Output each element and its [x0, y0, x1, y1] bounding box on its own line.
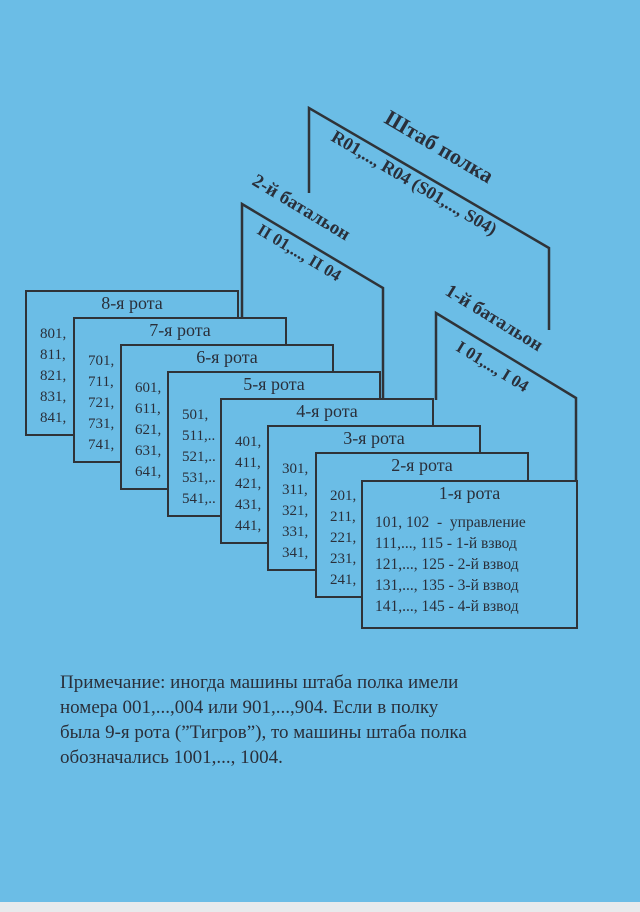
row: 721,: [88, 395, 115, 411]
row: 641,: [135, 464, 162, 480]
row: 811,: [40, 347, 66, 363]
row: 821,: [40, 368, 67, 384]
company-title: 6-я рота: [196, 347, 258, 367]
regiment-hq-outline: [307, 105, 551, 330]
row: 701,: [88, 353, 115, 369]
row: 301,: [282, 461, 309, 477]
company-numbers: 701, 711, 721, 731, 741,: [88, 351, 114, 456]
row: 711,: [88, 374, 114, 390]
row: 521,..: [182, 449, 216, 465]
company-title: 7-я рота: [149, 320, 211, 340]
row: 341,: [282, 545, 309, 561]
footnote-line: обозначались 1001,..., 1004.: [60, 747, 283, 768]
row: 831,: [40, 389, 67, 405]
regiment-hq-frame: Штаб полка R01,..., R04 (S01,..., S04): [307, 105, 551, 330]
company-numbers: 301, 311, 321, 331, 341,: [282, 459, 308, 564]
footnote-line: Примечание: иногда машины штаба полка им…: [60, 672, 459, 693]
company-title: 8-я рота: [101, 293, 163, 313]
row: 631,: [135, 443, 162, 459]
row: 401,: [235, 434, 262, 450]
row: 111,..., 115 - 1-й взвод: [375, 535, 517, 552]
row: 541,..: [182, 491, 216, 507]
row: 731,: [88, 416, 115, 432]
row: 141,..., 145 - 4-й взвод: [375, 598, 519, 615]
row: 411,: [235, 455, 261, 471]
company-title: 1-я рота: [438, 483, 501, 503]
row: 221,: [330, 530, 357, 546]
company-title: 5-я рота: [243, 374, 305, 394]
company-title: 2-я рота: [391, 455, 453, 475]
company-numbers: 401, 411, 421, 431, 441,: [235, 432, 261, 537]
row: 311,: [282, 482, 308, 498]
row: 131,..., 135 - 3-й взвод: [375, 577, 519, 594]
company-numbers: 501, 511,.. 521,.. 531,.. 541,..: [182, 405, 216, 510]
row: 231,: [330, 551, 357, 567]
battalion-1-outline: [434, 310, 578, 482]
footnote-line: номера 001,...,004 или 901,...,904. Если…: [60, 697, 439, 718]
row: 611,: [135, 401, 161, 417]
company-title: 3-я рота: [343, 428, 405, 448]
row: 321,: [282, 503, 309, 519]
row: 101, 102 - управление: [375, 514, 526, 531]
row: 501,: [182, 407, 209, 423]
company-numbers: 101, 102 - управление 111,..., 115 - 1-й …: [375, 512, 526, 617]
row: 201,: [330, 488, 357, 504]
company-numbers: 601, 611, 621, 631, 641,: [135, 378, 161, 483]
row: 511,..: [182, 428, 216, 444]
company-1-box: 1-я рота 101, 102 - управление 111,..., 1…: [361, 480, 578, 629]
row: 601,: [135, 380, 162, 396]
row: 331,: [282, 524, 309, 540]
row: 741,: [88, 437, 115, 453]
row: 431,: [235, 497, 262, 513]
company-numbers: 201, 211, 221, 231, 241,: [330, 486, 356, 591]
row: 121,..., 125 - 2-й взвод: [375, 556, 519, 573]
row: 621,: [135, 422, 162, 438]
row: 841,: [40, 410, 67, 426]
battalion-2-outline: [240, 201, 385, 400]
scan-edge: [0, 902, 640, 912]
row: 441,: [235, 518, 262, 534]
row: 241,: [330, 572, 357, 588]
row: 211,: [330, 509, 356, 525]
row: 421,: [235, 476, 262, 492]
company-title: 4-я рота: [296, 401, 358, 421]
company-numbers: 801, 811, 821, 831, 841,: [40, 324, 66, 429]
row: 801,: [40, 326, 67, 342]
footnote-line: была 9-я рота (”Тигров”), то машины штаб…: [60, 722, 467, 743]
row: 531,..: [182, 470, 216, 486]
footnote: Примечание: иногда машины штаба полка им…: [60, 670, 600, 770]
